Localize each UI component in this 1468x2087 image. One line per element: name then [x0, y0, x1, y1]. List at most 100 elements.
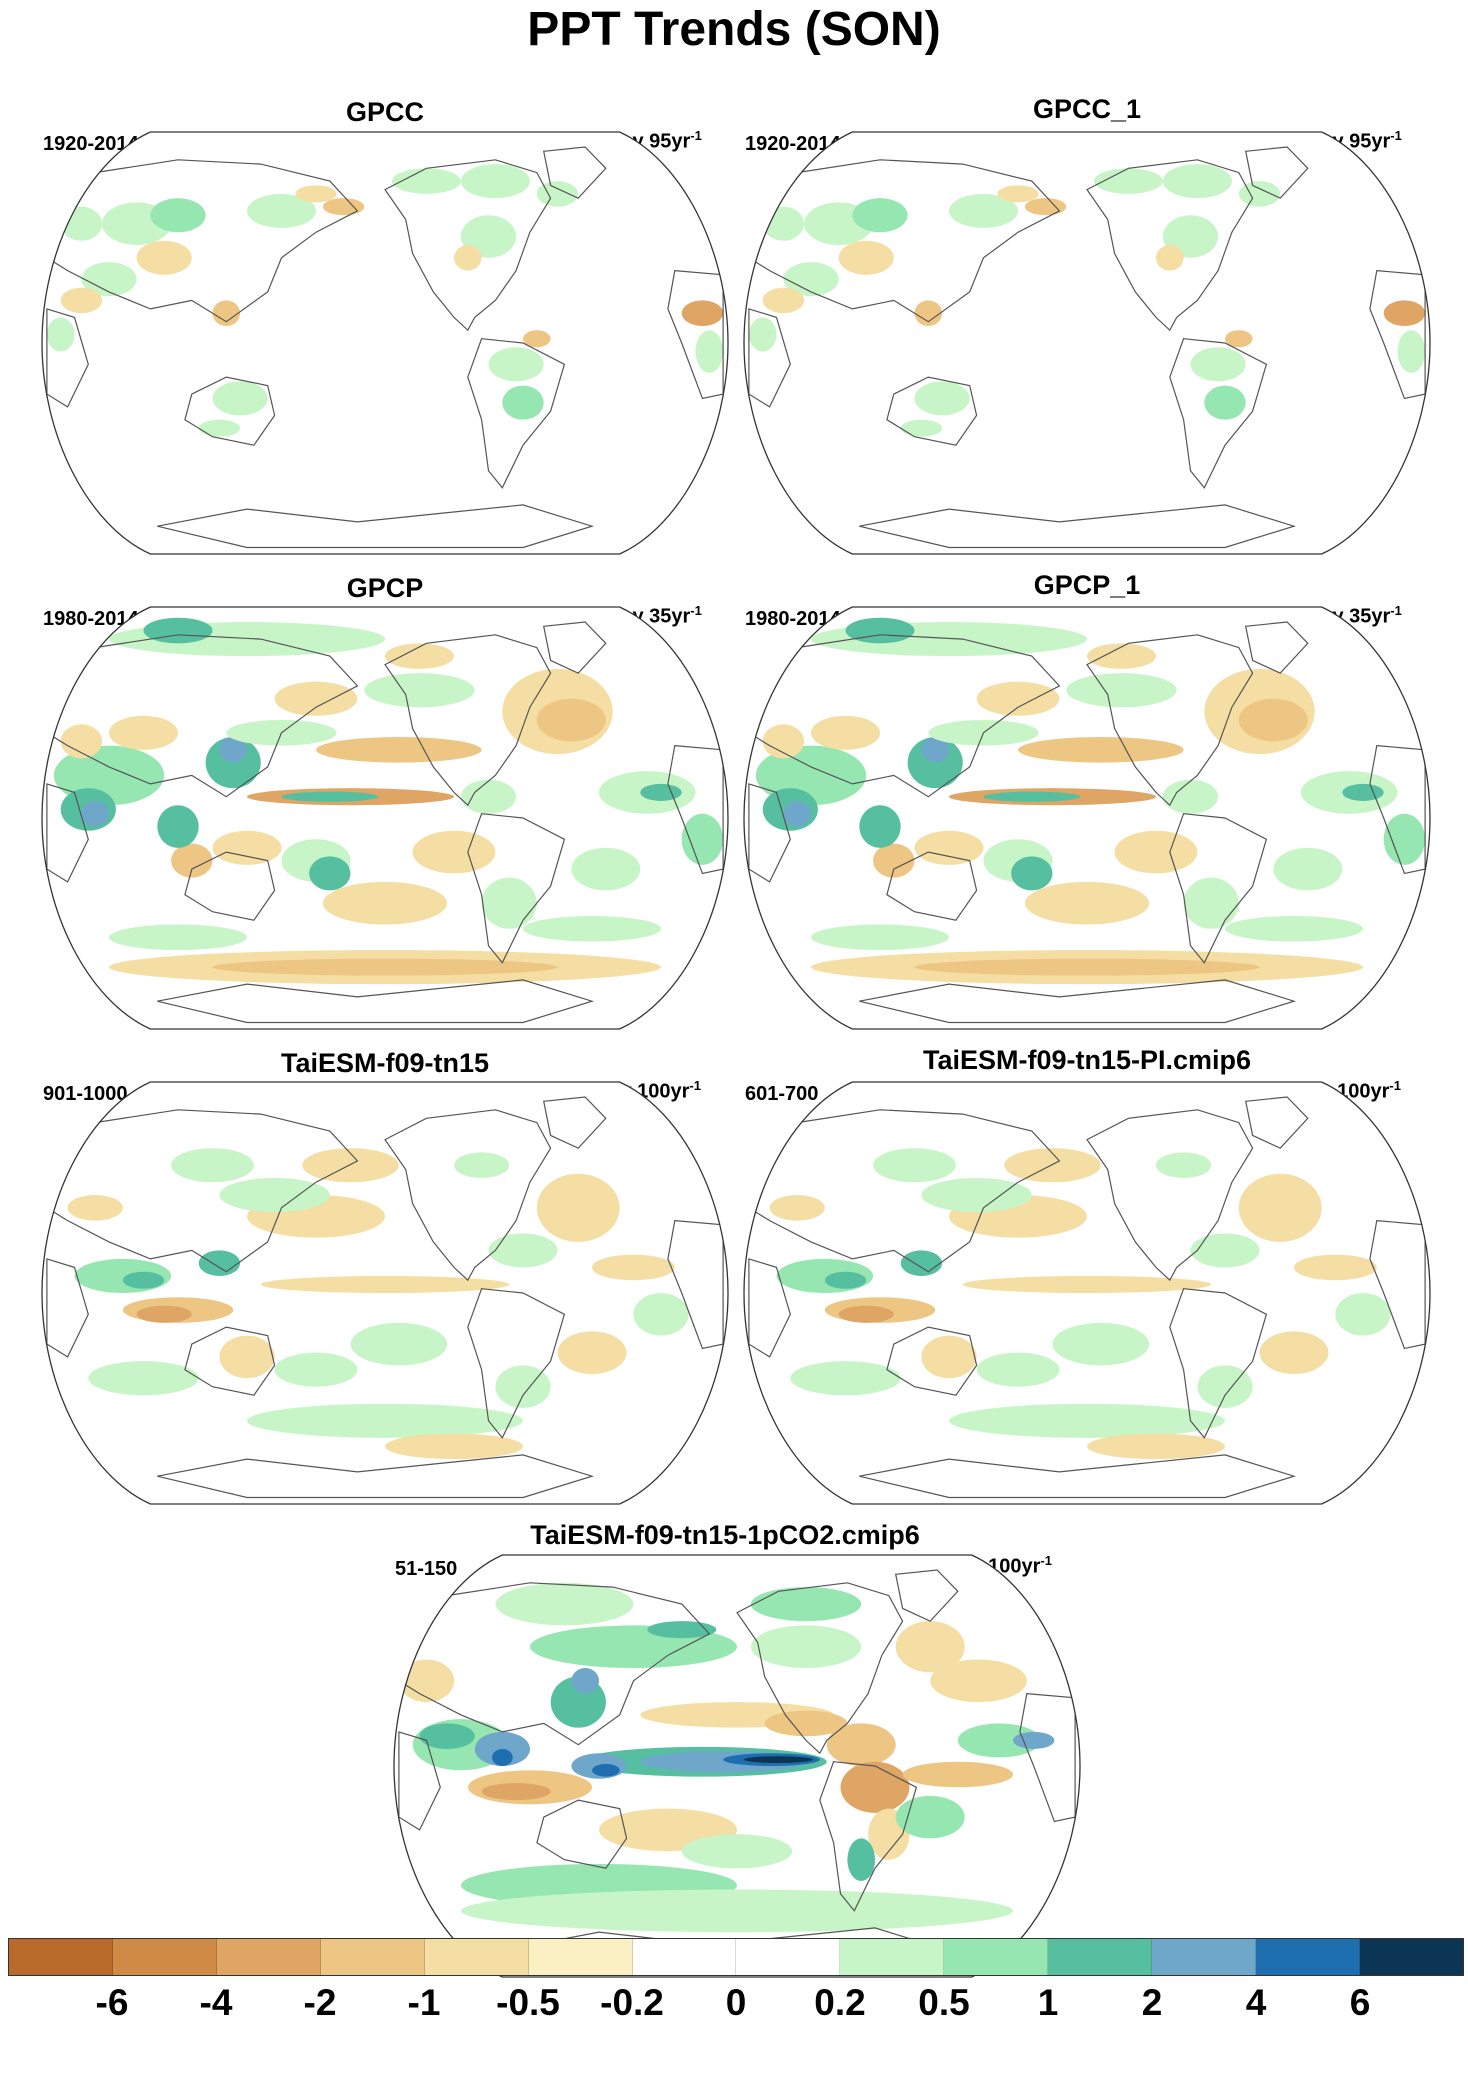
colorbar-swatch: [216, 1939, 321, 1975]
coastline: [748, 1258, 791, 1358]
trend-region: [385, 1433, 523, 1460]
trend-region: [219, 1177, 330, 1213]
trend-region: [136, 240, 192, 275]
trend-region: [281, 791, 379, 802]
trend-region: [1190, 347, 1246, 382]
colorbar-swatch: [944, 1939, 1049, 1975]
trend-region: [895, 1795, 965, 1839]
coastline: [467, 338, 566, 489]
trend-region: [481, 877, 537, 929]
map-border: [743, 606, 1431, 1030]
coastline: [894, 1569, 959, 1622]
trend-region: [1011, 856, 1053, 891]
trend-region: [212, 830, 282, 865]
coastline: [184, 376, 276, 446]
trend-region: [1335, 1293, 1391, 1336]
colorbar-labels: -6 -4 -2 -1 -0.5 -0.2 0 0.2 0.5 1 2 4 6: [8, 1982, 1464, 2032]
map-border: [743, 1081, 1431, 1505]
coastline: [1244, 621, 1309, 674]
trend-region: [907, 737, 963, 789]
trend-region: [309, 856, 351, 891]
trend-region: [212, 958, 558, 976]
trend-region: [1013, 1731, 1055, 1749]
trend-region: [1273, 847, 1343, 891]
trend-region: [1190, 1233, 1260, 1268]
trend-region: [764, 1710, 848, 1737]
trend-region: [743, 1756, 813, 1764]
trend-region: [902, 1761, 1013, 1788]
trend-region: [647, 1621, 717, 1639]
trend-region: [523, 330, 551, 348]
map-panel: [41, 131, 729, 555]
map-border: [41, 606, 729, 1030]
coastline: [536, 1799, 628, 1869]
coastline: [736, 1582, 904, 1755]
trend-region: [1225, 915, 1363, 942]
coastline: [1244, 1096, 1309, 1149]
map-background: [744, 132, 1430, 554]
coastline: [886, 376, 978, 446]
panel-period: 601-700: [745, 1083, 819, 1105]
trend-region: [523, 915, 661, 942]
trend-region: [1383, 300, 1426, 326]
colorbar-swatch: [1256, 1939, 1360, 1975]
coastline: [384, 1109, 552, 1282]
trend-region: [219, 737, 247, 763]
trend-region: [873, 1148, 956, 1183]
trend-region: [1114, 830, 1198, 874]
coastline: [184, 851, 276, 921]
trend-region: [150, 198, 206, 233]
coastline: [1086, 1109, 1254, 1282]
trend-region: [824, 1271, 867, 1289]
coastline: [748, 634, 1061, 798]
trend-region: [1342, 783, 1384, 801]
map-panel: [41, 606, 729, 1030]
units-exponent: -1: [1390, 128, 1402, 143]
trend-region: [391, 168, 461, 194]
trend-region: [1383, 813, 1426, 865]
trend-region: [350, 1322, 448, 1366]
trend-region: [109, 715, 178, 750]
coastline: [748, 783, 791, 883]
trend-region: [1156, 245, 1184, 271]
trend-region: [571, 1668, 599, 1694]
trend-region: [488, 1233, 558, 1268]
coastline: [748, 159, 1061, 323]
trend-region: [60, 724, 103, 759]
coastline: [384, 634, 552, 807]
trend-region: [1197, 1365, 1253, 1409]
trend-region: [219, 1335, 275, 1379]
map-border: [41, 131, 729, 555]
colorbar-swatch: [320, 1939, 425, 1975]
panel-period: 51-150: [395, 1558, 458, 1580]
trend-region: [930, 1659, 1027, 1703]
trend-region: [460, 164, 530, 199]
trend-region: [557, 1331, 627, 1374]
coastline: [886, 1326, 978, 1396]
trend-region: [921, 1335, 977, 1379]
trend-region: [592, 1254, 675, 1281]
map-background: [42, 132, 728, 554]
coastline: [46, 308, 89, 408]
trend-region: [1087, 1433, 1225, 1460]
trend-region: [302, 1148, 399, 1183]
colorbar-tick-label: 0: [725, 1982, 747, 2023]
coastline: [46, 634, 359, 798]
trend-region: [840, 1761, 910, 1813]
trend-region: [873, 843, 915, 878]
trend-region: [274, 1352, 358, 1387]
trend-region: [412, 830, 496, 874]
trend-region: [198, 1250, 241, 1276]
coastline: [819, 1761, 918, 1912]
units-exponent: -1: [689, 1078, 701, 1093]
trend-region: [914, 830, 984, 865]
trend-region: [695, 330, 724, 373]
units-exponent: -1: [1389, 1078, 1401, 1093]
panel-title: TaiESM-f09-tn15: [280, 1048, 490, 1078]
trend-region: [1052, 1322, 1150, 1366]
map-panel: [743, 606, 1431, 1030]
trend-region: [385, 643, 454, 669]
trend-region: [852, 198, 908, 233]
map-border: [743, 131, 1431, 555]
units-exponent: -1: [690, 128, 702, 143]
